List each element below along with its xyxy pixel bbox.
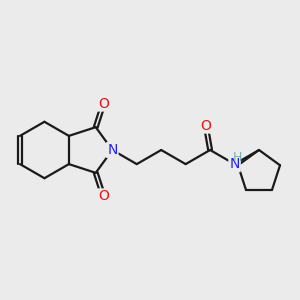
Text: O: O bbox=[98, 190, 109, 203]
Text: O: O bbox=[200, 118, 211, 133]
Text: H: H bbox=[232, 152, 242, 164]
Text: N: N bbox=[107, 143, 118, 157]
Text: O: O bbox=[98, 97, 109, 110]
Text: N: N bbox=[230, 157, 240, 171]
